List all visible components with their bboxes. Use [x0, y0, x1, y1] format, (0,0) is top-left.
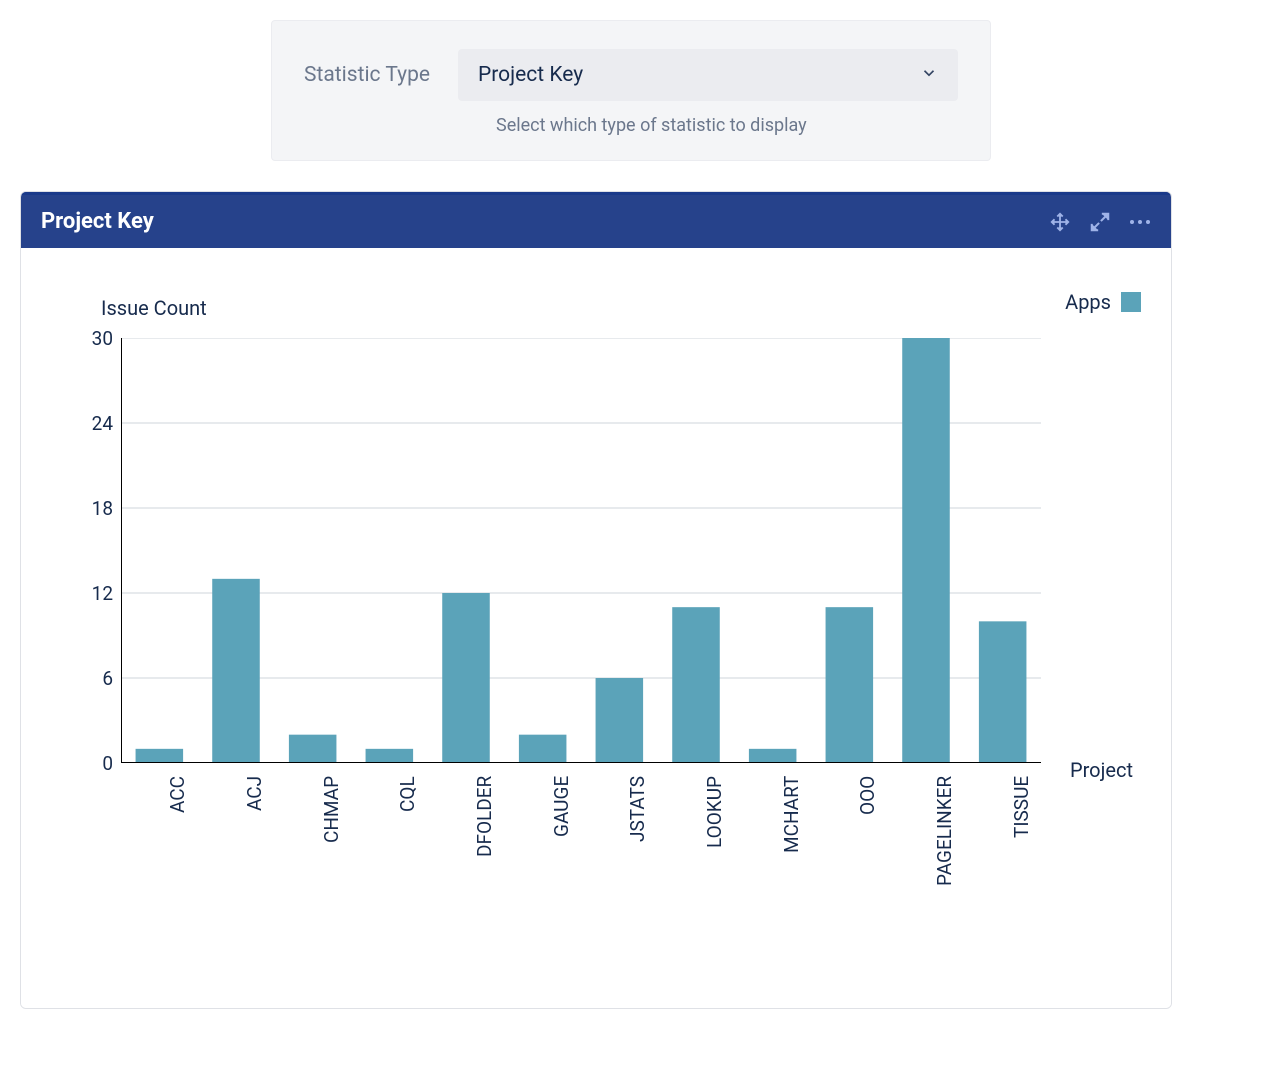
x-tick-labels: ACC ACJ CHMAP CQL DFOLDER GAUGE JSTATS LOOKUP MC…	[121, 776, 1041, 946]
widget-project-key: Project Key Issue Count Ap	[20, 191, 1172, 1009]
bar	[136, 749, 184, 763]
chart-plot	[121, 338, 1041, 763]
bar	[902, 338, 950, 763]
x-category-label: TISSUE	[1010, 776, 1033, 838]
legend-label: Apps	[1065, 290, 1111, 314]
x-category-label: PAGELINKER	[933, 776, 956, 886]
x-axis-title: Project	[1070, 758, 1133, 782]
legend-swatch	[1121, 292, 1141, 312]
svg-text:6: 6	[102, 667, 113, 690]
widget-body: Issue Count Apps Project 0612182430 ACCA…	[21, 248, 1171, 1008]
svg-text:24: 24	[92, 412, 114, 435]
widget-title: Project Key	[41, 209, 154, 234]
config-panel: Statistic Type Project Key Select which …	[271, 20, 991, 161]
svg-text:0: 0	[102, 752, 113, 775]
svg-text:30: 30	[92, 327, 113, 350]
bar	[596, 678, 644, 763]
widget-actions	[1049, 211, 1151, 233]
x-category-label: OOO	[856, 776, 879, 815]
svg-text:12: 12	[92, 582, 113, 605]
config-row: Statistic Type Project Key	[304, 49, 958, 101]
x-category-label: CHMAP	[320, 776, 343, 843]
bar	[979, 621, 1027, 763]
bar	[749, 749, 797, 763]
move-icon[interactable]	[1049, 211, 1071, 233]
x-category-label: MCHART	[780, 776, 803, 853]
statistic-type-select[interactable]: Project Key	[458, 49, 958, 101]
bar	[366, 749, 414, 763]
x-category-label: JSTATS	[626, 776, 649, 842]
y-tick-labels: 0612182430	[69, 338, 121, 778]
config-label-statistic-type: Statistic Type	[304, 63, 430, 87]
bar	[289, 735, 337, 763]
x-category-label: DFOLDER	[473, 776, 496, 857]
svg-text:18: 18	[92, 497, 113, 520]
more-icon[interactable]	[1129, 211, 1151, 233]
chevron-down-icon	[920, 64, 938, 86]
config-help-text: Select which type of statistic to displa…	[304, 115, 958, 136]
bar	[212, 579, 260, 763]
bar	[519, 735, 567, 763]
legend: Apps	[1065, 290, 1141, 314]
bar	[672, 607, 720, 763]
y-axis-title: Issue Count	[101, 296, 207, 320]
bar	[442, 593, 490, 763]
expand-icon[interactable]	[1089, 211, 1111, 233]
widget-header: Project Key	[21, 192, 1171, 248]
bar	[826, 607, 874, 763]
x-category-label: ACC	[166, 776, 189, 813]
x-category-label: LOOKUP	[703, 776, 726, 848]
x-category-label: GAUGE	[550, 776, 573, 837]
x-category-label: ACJ	[243, 776, 266, 811]
x-category-label: CQL	[396, 776, 419, 812]
statistic-type-value: Project Key	[478, 63, 583, 87]
